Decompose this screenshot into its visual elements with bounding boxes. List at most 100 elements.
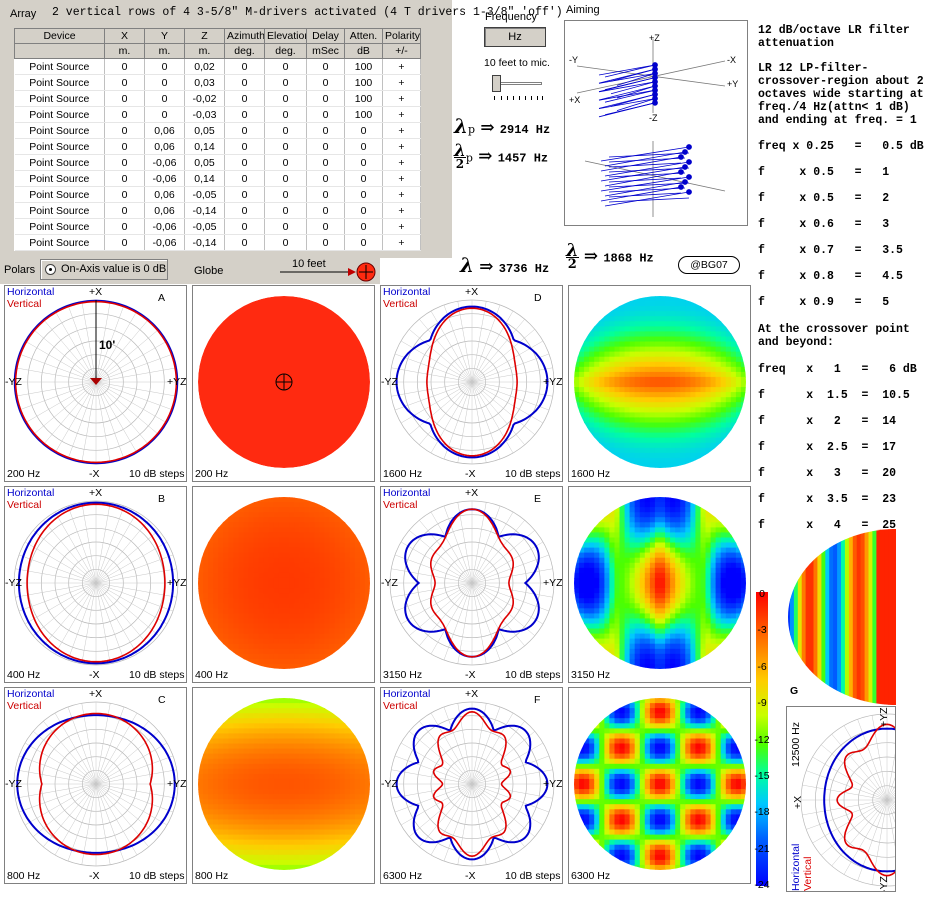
table-cell[interactable]: 0 (344, 186, 383, 203)
column-header[interactable]: Y (144, 28, 185, 44)
table-cell[interactable]: 0 (104, 122, 145, 139)
table-cell[interactable]: Point Source (14, 138, 105, 155)
table-cell[interactable]: -0,06 (144, 154, 185, 171)
table-cell[interactable]: 0 (104, 218, 145, 235)
table-cell[interactable]: 0 (344, 170, 383, 187)
column-header[interactable]: Z (184, 28, 225, 44)
table-cell[interactable]: 0,06 (144, 186, 185, 203)
table-cell[interactable]: 0 (104, 106, 145, 123)
table-cell[interactable]: 0,06 (144, 122, 185, 139)
table-cell[interactable]: 0 (264, 170, 307, 187)
table-cell[interactable]: + (382, 122, 421, 139)
table-cell[interactable]: 0 (306, 234, 345, 251)
distance-slider-thumb[interactable] (492, 75, 501, 92)
table-cell[interactable]: 0 (344, 138, 383, 155)
table-cell[interactable]: 0 (104, 74, 145, 91)
polar-panel-f[interactable]: Horizontal Vertical F +X -X -YZ +YZ 6300 Hz 10 d… (380, 687, 563, 884)
polar-panel-d[interactable]: Horizontal Vertical D +X -X -YZ +YZ 1600 Hz 10 d… (380, 285, 563, 482)
table-cell[interactable]: 100 (344, 58, 383, 75)
table-cell[interactable]: -0,06 (144, 170, 185, 187)
table-cell[interactable]: -0,05 (184, 218, 225, 235)
table-cell[interactable]: 0,05 (184, 154, 225, 171)
polar-panel-c[interactable]: Horizontal Vertical C +X -X -YZ +YZ 800 Hz 10 dB… (4, 687, 187, 884)
table-cell[interactable]: 100 (344, 106, 383, 123)
table-cell[interactable]: 0 (264, 74, 307, 91)
table-cell[interactable]: 0 (306, 170, 345, 187)
table-cell[interactable]: 0 (104, 138, 145, 155)
table-cell[interactable]: 100 (344, 74, 383, 91)
table-cell[interactable]: + (382, 170, 421, 187)
polar-panel-b[interactable]: Horizontal Vertical B +X -X -YZ +YZ 400 Hz 10 dB… (4, 486, 187, 683)
table-cell[interactable]: + (382, 74, 421, 91)
table-cell[interactable]: -0,06 (144, 218, 185, 235)
frequency-input[interactable]: Hz (484, 27, 546, 47)
globe-panel[interactable]: 400 Hz (192, 486, 375, 683)
table-cell[interactable]: + (382, 106, 421, 123)
table-cell[interactable]: 0 (104, 202, 145, 219)
table-row[interactable]: Point Source 0 0 -0,03 0 0 0 100 + (14, 106, 421, 123)
table-cell[interactable]: 0 (224, 170, 265, 187)
array-table[interactable]: Device X Y Z Azimuth Elevation Delay Atten. Pola… (14, 28, 421, 251)
globe-panel[interactable]: 6300 Hz (568, 687, 751, 884)
table-cell[interactable]: 0 (264, 154, 307, 171)
table-cell[interactable]: 0,03 (184, 74, 225, 91)
table-cell[interactable]: -0,02 (184, 90, 225, 107)
table-cell[interactable]: 0 (264, 234, 307, 251)
table-row[interactable]: Point Source 0 0,06 -0,05 0 0 0 0 + (14, 186, 421, 203)
table-cell[interactable]: 0,05 (184, 122, 225, 139)
column-header[interactable]: Delay (306, 28, 345, 44)
table-row[interactable]: Point Source 0 0 0,02 0 0 0 100 + (14, 58, 421, 75)
globe-panel[interactable]: 1600 Hz (568, 285, 751, 482)
column-header[interactable]: Azimuth (224, 28, 265, 44)
table-cell[interactable]: 0,14 (184, 170, 225, 187)
column-header[interactable]: X (104, 28, 145, 44)
on-axis-option[interactable]: On-Axis value is 0 dB (40, 259, 168, 280)
table-cell[interactable]: 0 (264, 90, 307, 107)
table-cell[interactable]: 0 (306, 202, 345, 219)
table-cell[interactable]: -0,14 (184, 202, 225, 219)
table-cell[interactable]: 0,14 (184, 138, 225, 155)
column-header[interactable]: Device (14, 28, 105, 44)
table-cell[interactable]: -0,05 (184, 186, 225, 203)
table-cell[interactable]: Point Source (14, 122, 105, 139)
table-cell[interactable]: 0 (144, 106, 185, 123)
table-cell[interactable]: 0 (306, 138, 345, 155)
table-row[interactable]: Point Source 0 -0,06 -0,05 0 0 0 0 + (14, 218, 421, 235)
table-cell[interactable]: Point Source (14, 202, 105, 219)
table-row[interactable]: Point Source 0 -0,06 -0,14 0 0 0 0 + (14, 234, 421, 251)
table-cell[interactable]: + (382, 186, 421, 203)
table-cell[interactable]: + (382, 218, 421, 235)
column-header[interactable]: Elevation (264, 28, 307, 44)
table-cell[interactable]: 0 (224, 234, 265, 251)
table-cell[interactable]: 0 (264, 202, 307, 219)
table-cell[interactable]: 0,06 (144, 138, 185, 155)
table-cell[interactable]: 0,06 (144, 202, 185, 219)
table-cell[interactable]: 0 (104, 58, 145, 75)
table-cell[interactable]: 0 (306, 74, 345, 91)
table-cell[interactable]: 0 (104, 90, 145, 107)
table-cell[interactable]: 0 (306, 106, 345, 123)
table-row[interactable]: Point Source 0 -0,06 0,05 0 0 0 0 + (14, 154, 421, 171)
table-cell[interactable]: 0 (306, 218, 345, 235)
table-cell[interactable]: 0 (306, 186, 345, 203)
table-cell[interactable]: 0 (306, 154, 345, 171)
table-cell[interactable]: 0 (224, 202, 265, 219)
table-cell[interactable]: Point Source (14, 186, 105, 203)
globe-panel[interactable]: 200 Hz (192, 285, 375, 482)
table-row[interactable]: Point Source 0 0,06 0,05 0 0 0 0 + (14, 122, 421, 139)
polar-panel-e[interactable]: Horizontal Vertical E +X -X -YZ +YZ 3150 Hz 10 d… (380, 486, 563, 683)
table-cell[interactable]: 0 (264, 106, 307, 123)
table-cell[interactable]: 0 (104, 154, 145, 171)
table-cell[interactable]: -0,14 (184, 234, 225, 251)
table-cell[interactable]: 0 (104, 234, 145, 251)
table-cell[interactable]: 0 (224, 58, 265, 75)
table-cell[interactable]: 0 (306, 58, 345, 75)
table-cell[interactable]: Point Source (14, 218, 105, 235)
table-cell[interactable]: 0 (224, 122, 265, 139)
table-cell[interactable]: 0 (344, 122, 383, 139)
radio-icon[interactable] (45, 264, 56, 275)
table-row[interactable]: Point Source 0 0 -0,02 0 0 0 100 + (14, 90, 421, 107)
table-cell[interactable]: Point Source (14, 90, 105, 107)
table-cell[interactable]: 0 (344, 218, 383, 235)
table-cell[interactable]: Point Source (14, 74, 105, 91)
